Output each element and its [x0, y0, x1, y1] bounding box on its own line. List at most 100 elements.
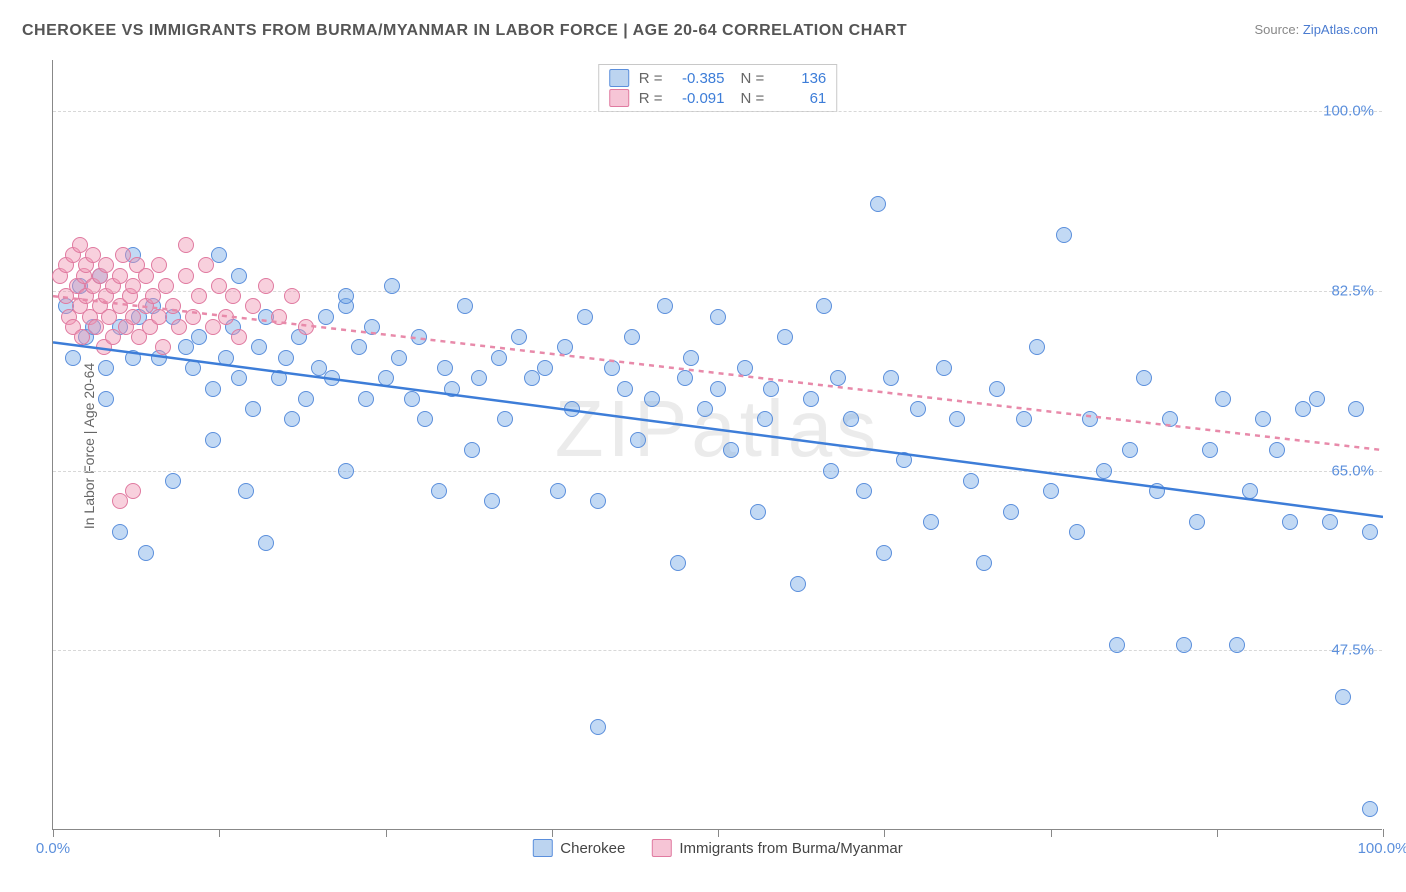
source-prefix: Source:: [1254, 22, 1302, 37]
scatter-point: [151, 257, 167, 273]
scatter-point: [364, 319, 380, 335]
scatter-point: [138, 268, 154, 284]
legend-r-value: -0.091: [673, 90, 725, 107]
scatter-point: [191, 288, 207, 304]
scatter-point: [617, 381, 633, 397]
watermark: ZIPatlas: [555, 383, 880, 475]
scatter-point: [178, 268, 194, 284]
scatter-point: [757, 411, 773, 427]
scatter-point: [125, 309, 141, 325]
scatter-point: [590, 493, 606, 509]
x-tick: [884, 829, 885, 837]
scatter-point: [537, 360, 553, 376]
scatter-point: [949, 411, 965, 427]
scatter-point: [251, 339, 267, 355]
scatter-point: [1229, 637, 1245, 653]
source-link[interactable]: ZipAtlas.com: [1303, 22, 1378, 37]
scatter-point: [437, 360, 453, 376]
gridline-h: [53, 111, 1382, 112]
scatter-point: [657, 298, 673, 314]
scatter-point: [524, 370, 540, 386]
scatter-point: [577, 309, 593, 325]
scatter-point: [284, 411, 300, 427]
gridline-h: [53, 471, 1382, 472]
legend-n-value: 61: [774, 90, 826, 107]
scatter-point: [644, 391, 660, 407]
scatter-point: [1295, 401, 1311, 417]
scatter-point: [284, 288, 300, 304]
scatter-point: [557, 339, 573, 355]
trend-lines: [53, 60, 1383, 830]
scatter-point: [391, 350, 407, 366]
scatter-point: [231, 268, 247, 284]
scatter-point: [1322, 514, 1338, 530]
scatter-point: [74, 329, 90, 345]
scatter-point: [550, 483, 566, 499]
scatter-point: [1082, 411, 1098, 427]
scatter-point: [1029, 339, 1045, 355]
scatter-point: [1003, 504, 1019, 520]
scatter-point: [98, 360, 114, 376]
scatter-point: [258, 278, 274, 294]
scatter-point: [1255, 411, 1271, 427]
legend-r-label: R =: [639, 90, 663, 107]
scatter-point: [218, 350, 234, 366]
legend-swatch: [609, 89, 629, 107]
scatter-point: [378, 370, 394, 386]
scatter-point: [65, 350, 81, 366]
x-tick: [219, 829, 220, 837]
scatter-point: [777, 329, 793, 345]
legend-label: Immigrants from Burma/Myanmar: [679, 840, 902, 857]
scatter-plot-area: ZIPatlas R =-0.385N =136R =-0.091N =61 C…: [52, 60, 1382, 830]
scatter-point: [856, 483, 872, 499]
x-tick: [1383, 829, 1384, 837]
scatter-point: [191, 329, 207, 345]
scatter-point: [823, 463, 839, 479]
chart-title: CHEROKEE VS IMMIGRANTS FROM BURMA/MYANMA…: [22, 22, 907, 40]
scatter-point: [155, 339, 171, 355]
scatter-point: [936, 360, 952, 376]
legend-swatch: [609, 69, 629, 87]
scatter-point: [178, 339, 194, 355]
scatter-point: [870, 196, 886, 212]
scatter-point: [1269, 442, 1285, 458]
scatter-point: [910, 401, 926, 417]
scatter-point: [1348, 401, 1364, 417]
scatter-point: [484, 493, 500, 509]
scatter-point: [205, 381, 221, 397]
x-tick: [53, 829, 54, 837]
scatter-point: [158, 278, 174, 294]
scatter-point: [1136, 370, 1152, 386]
scatter-point: [1335, 689, 1351, 705]
scatter-point: [271, 370, 287, 386]
legend-swatch: [532, 839, 552, 857]
scatter-point: [338, 463, 354, 479]
scatter-point: [710, 381, 726, 397]
scatter-point: [298, 391, 314, 407]
scatter-point: [697, 401, 713, 417]
scatter-point: [1162, 411, 1178, 427]
scatter-point: [231, 370, 247, 386]
x-tick-label: 100.0%: [1358, 840, 1406, 857]
scatter-point: [624, 329, 640, 345]
scatter-point: [198, 257, 214, 273]
scatter-point: [464, 442, 480, 458]
scatter-point: [125, 483, 141, 499]
x-tick-label: 0.0%: [36, 840, 70, 857]
scatter-point: [278, 350, 294, 366]
x-tick: [718, 829, 719, 837]
scatter-point: [324, 370, 340, 386]
scatter-point: [1109, 637, 1125, 653]
scatter-point: [830, 370, 846, 386]
scatter-point: [1056, 227, 1072, 243]
scatter-point: [105, 329, 121, 345]
scatter-point: [185, 309, 201, 325]
legend-item: Cherokee: [532, 839, 625, 857]
scatter-point: [564, 401, 580, 417]
scatter-point: [238, 483, 254, 499]
scatter-point: [497, 411, 513, 427]
scatter-point: [218, 309, 234, 325]
scatter-point: [883, 370, 899, 386]
legend-r-value: -0.385: [673, 70, 725, 87]
scatter-point: [178, 237, 194, 253]
